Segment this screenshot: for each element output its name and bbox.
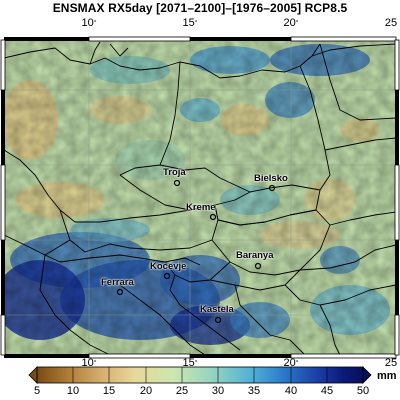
city-label-kocevje: Kocevje: [150, 261, 187, 272]
colorbar-unit: mm: [377, 370, 397, 382]
city-label-bielsko: Bielsko: [254, 173, 288, 184]
city-marker-ferrara: [116, 288, 124, 296]
city-markers: [116, 179, 276, 324]
colorbar-tick-label: 5: [33, 385, 41, 397]
colorbar-tick-label: 40: [284, 385, 298, 397]
precip-field: [4, 40, 396, 355]
graticule: [4, 40, 396, 355]
lon-tick-bottom-20: 20°: [283, 357, 299, 369]
city-label-kastela: Kastela: [200, 304, 234, 315]
lon-tick-top-20: 20°: [283, 17, 299, 29]
lon-tick-bottom-15: 15°: [182, 357, 198, 369]
colorbar-tick-label: 20: [139, 385, 153, 397]
colorbar-tick-label: 15: [102, 385, 116, 397]
city-marker-bielsko: [268, 184, 276, 192]
colorbar-tick-label: 35: [247, 385, 261, 397]
colorbar-tick-label: 10: [66, 385, 80, 397]
lon-tick-top-10: 10°: [81, 17, 97, 29]
lon-tick-bottom-25: 25: [384, 357, 398, 369]
map-title: ENSMAX RX5day [2071–2100]–[1976–2005] RC…: [52, 1, 348, 15]
colorbar-tick-label: 25: [175, 385, 189, 397]
colorbar-tick-label: 30: [211, 385, 225, 397]
lon-tick-top-15: 15°: [182, 17, 198, 29]
colorbar-high-arrow: [362, 366, 372, 384]
city-label-baranya: Baranya: [236, 250, 274, 261]
colorbar-tick-label: 50: [356, 385, 370, 397]
city-label-ferrara: Ferrara: [101, 277, 134, 288]
city-label-kreme: Kreme: [186, 202, 216, 213]
frame-scale-bars: [0, 36, 400, 359]
city-label-troja: Troja: [163, 167, 186, 178]
city-marker-baranya: [254, 262, 262, 270]
city-marker-kreme: [209, 213, 217, 221]
lon-tick-bottom-10: 10°: [81, 357, 97, 369]
city-marker-kocevje: [163, 272, 171, 280]
colorbar-low-arrow: [28, 366, 38, 384]
city-marker-kastela: [214, 316, 222, 324]
city-marker-troja: [173, 179, 181, 187]
country-borders: [3, 41, 397, 356]
colorbar-tick-label: 45: [320, 385, 334, 397]
lon-tick-top-25: 25: [384, 17, 398, 29]
colorbar: [28, 366, 372, 384]
